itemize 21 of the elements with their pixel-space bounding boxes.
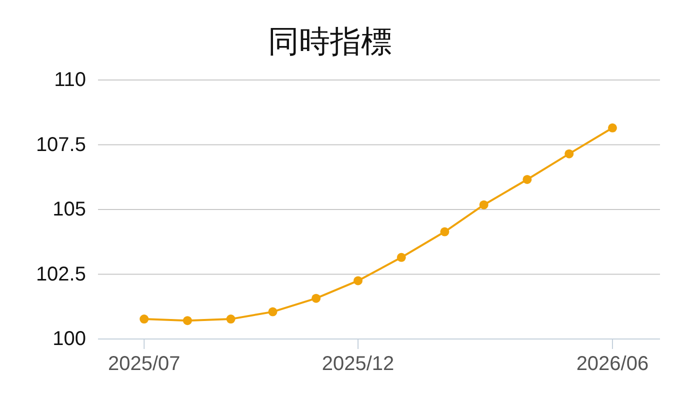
y-tick-label: 102.5 bbox=[36, 263, 86, 286]
point bbox=[522, 174, 532, 184]
point bbox=[140, 314, 149, 324]
point bbox=[479, 200, 488, 210]
point bbox=[268, 307, 278, 316]
x-tick-label: 2025/07 bbox=[108, 353, 180, 375]
point bbox=[564, 149, 574, 158]
x-tick-label: 2026/06 bbox=[576, 353, 649, 375]
point bbox=[312, 294, 321, 303]
point bbox=[396, 252, 406, 262]
y-tick-label: 105 bbox=[52, 198, 86, 220]
point bbox=[226, 314, 236, 324]
y-tick-label: 107.5 bbox=[36, 134, 86, 156]
y-tick-label: 100 bbox=[52, 328, 86, 350]
point bbox=[354, 276, 363, 286]
y-tick-label: 110 bbox=[54, 69, 86, 91]
point bbox=[182, 316, 192, 326]
chart-title: 同時指標 bbox=[268, 24, 392, 59]
point bbox=[440, 227, 450, 236]
point bbox=[608, 123, 617, 132]
x-tick-label: 2025/12 bbox=[322, 353, 394, 375]
